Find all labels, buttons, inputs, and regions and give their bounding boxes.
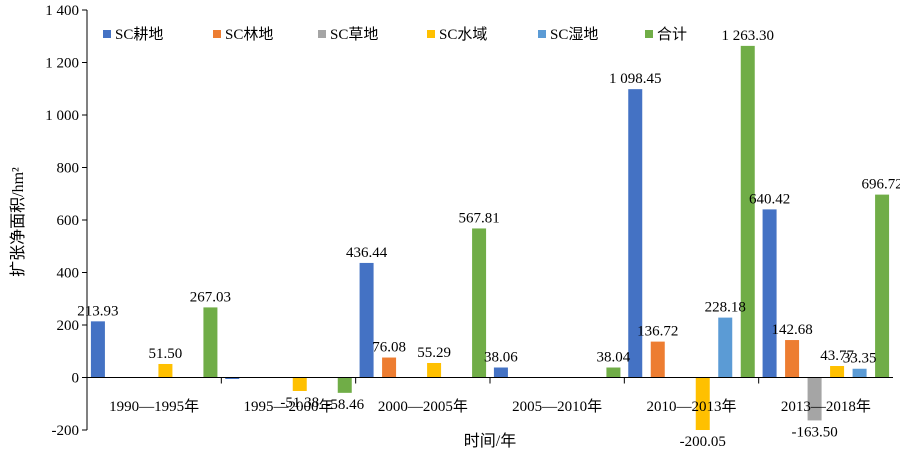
x-category-label: 1995—2000年	[243, 398, 333, 415]
bar	[90, 321, 105, 378]
bar	[606, 367, 621, 378]
legend-label: SC耕地	[115, 25, 163, 43]
data-label: -58.46	[325, 397, 364, 413]
bar	[695, 377, 710, 431]
bar	[359, 262, 374, 378]
bar	[740, 45, 755, 378]
bar	[158, 363, 173, 378]
legend-swatch	[318, 30, 326, 38]
data-label: 51.50	[149, 346, 183, 362]
bar	[493, 367, 508, 378]
data-label: -163.50	[791, 424, 837, 440]
bar	[628, 89, 643, 378]
data-label: 1 098.45	[609, 71, 662, 87]
data-label: 38.04	[597, 350, 631, 366]
bars	[90, 45, 890, 431]
data-label: 640.42	[749, 191, 790, 207]
bar	[718, 317, 733, 378]
data-label: 696.72	[861, 177, 900, 193]
bar	[785, 340, 800, 378]
data-label: 136.72	[637, 324, 678, 340]
bar	[203, 307, 218, 378]
data-labels: 213.93 51.50 267.03 -51.38 -58.46 436.44 76.08…	[77, 28, 900, 450]
bar	[382, 357, 397, 378]
bar	[852, 368, 867, 378]
data-label: 43.77	[820, 348, 854, 364]
legend-swatch	[103, 30, 111, 38]
x-category-label: 2005—2010年	[512, 398, 602, 415]
y-tick-label: 200	[57, 318, 80, 334]
legend-label: SC水域	[439, 26, 487, 43]
data-label: 213.93	[77, 303, 118, 319]
legend-swatch	[427, 30, 435, 38]
y-tick-label: 1 400	[45, 3, 79, 19]
legend-label: SC林地	[225, 26, 273, 43]
data-label: 228.18	[705, 300, 746, 316]
y-axis: -200 0 200 400 600 800 1 000 1 200 1 400	[45, 3, 88, 439]
legend-label: SC草地	[330, 26, 378, 43]
x-category-label: 2000—2005年	[378, 398, 468, 415]
bar	[807, 377, 822, 421]
data-label: -200.05	[680, 434, 726, 450]
x-category-label: 2010—2013年	[646, 398, 736, 415]
legend-swatch	[645, 30, 653, 38]
legend-swatch	[213, 30, 221, 38]
x-category-label: 1990—1995年	[109, 398, 199, 415]
data-label: 436.44	[346, 245, 388, 261]
data-label: 33.35	[843, 351, 877, 367]
bar	[875, 194, 890, 378]
legend: SC耕地 SC林地 SC草地 SC水域 SC湿地 合计	[103, 25, 687, 43]
bar	[337, 377, 352, 393]
y-tick-label: 0	[72, 371, 80, 387]
data-label: 1 263.30	[722, 28, 775, 44]
bar	[225, 377, 240, 379]
y-tick-label: -200	[52, 423, 80, 439]
data-label: 76.08	[372, 340, 406, 356]
data-label: 142.68	[771, 322, 812, 338]
data-label: 55.29	[417, 345, 451, 361]
bar	[427, 362, 442, 378]
legend-swatch	[538, 30, 546, 38]
data-label: 567.81	[458, 210, 499, 226]
bar	[292, 377, 307, 391]
data-label: -51.38	[280, 395, 319, 411]
bar	[472, 228, 487, 378]
x-axis: 1990—1995年 1995—2000年 2000—2005年 2005—2010年…	[87, 377, 893, 415]
x-axis-title: 时间/年	[464, 432, 516, 450]
bar	[830, 366, 845, 378]
bar	[762, 209, 777, 378]
y-tick-label: 1 000	[45, 108, 79, 124]
legend-label: SC湿地	[550, 26, 598, 43]
bar	[650, 341, 665, 378]
x-category-label: 2013—2018年	[781, 398, 871, 415]
y-tick-label: 600	[57, 213, 80, 229]
y-axis-title: 扩张净面积/hm²	[9, 167, 27, 277]
y-tick-label: 400	[57, 266, 80, 282]
data-label: 38.06	[484, 350, 518, 366]
legend-label: 合计	[657, 26, 687, 43]
y-tick-label: 1 200	[45, 56, 79, 72]
y-tick-label: 800	[57, 161, 80, 177]
data-label: 267.03	[190, 289, 231, 305]
